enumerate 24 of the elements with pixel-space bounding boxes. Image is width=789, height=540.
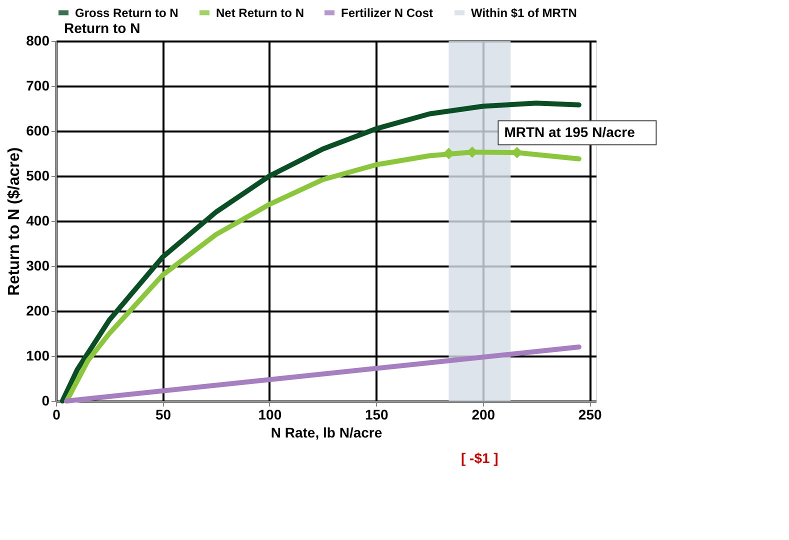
y-tick-label: 0 bbox=[42, 392, 50, 408]
y-tick-label: 700 bbox=[26, 78, 50, 94]
legend-label: Fertilizer N Cost bbox=[341, 6, 434, 20]
x-tick-label: 200 bbox=[472, 406, 496, 422]
y-tick-label: 800 bbox=[26, 32, 50, 48]
x-tick-label: 0 bbox=[52, 406, 61, 422]
legend-label: Gross Return to N bbox=[75, 6, 178, 20]
text: Return to N bbox=[64, 20, 140, 36]
y-tick-label: 600 bbox=[26, 122, 50, 138]
x-tick-label: 50 bbox=[155, 406, 172, 422]
y-tick-label: 100 bbox=[26, 348, 50, 364]
y-tick-label: 200 bbox=[26, 302, 50, 318]
x-tick-label: 150 bbox=[364, 406, 389, 422]
y-axis-title: Return to N ($/acre) bbox=[6, 147, 24, 296]
y-tick-label: 500 bbox=[26, 168, 50, 184]
legend-label: Within $1 of MRTN bbox=[471, 6, 577, 20]
text: [ -$1 ] bbox=[461, 450, 498, 466]
x-tick-label: 250 bbox=[578, 406, 602, 422]
x-tick-label: 100 bbox=[258, 406, 282, 422]
annotation: MRTN at 195 N/acre bbox=[504, 124, 636, 140]
y-tick-label: 400 bbox=[26, 212, 50, 228]
y-tick-label: 300 bbox=[26, 258, 50, 274]
legend-label: Net Return to N bbox=[216, 6, 304, 20]
x-axis-title: N Rate, lb N/acre bbox=[270, 424, 382, 440]
